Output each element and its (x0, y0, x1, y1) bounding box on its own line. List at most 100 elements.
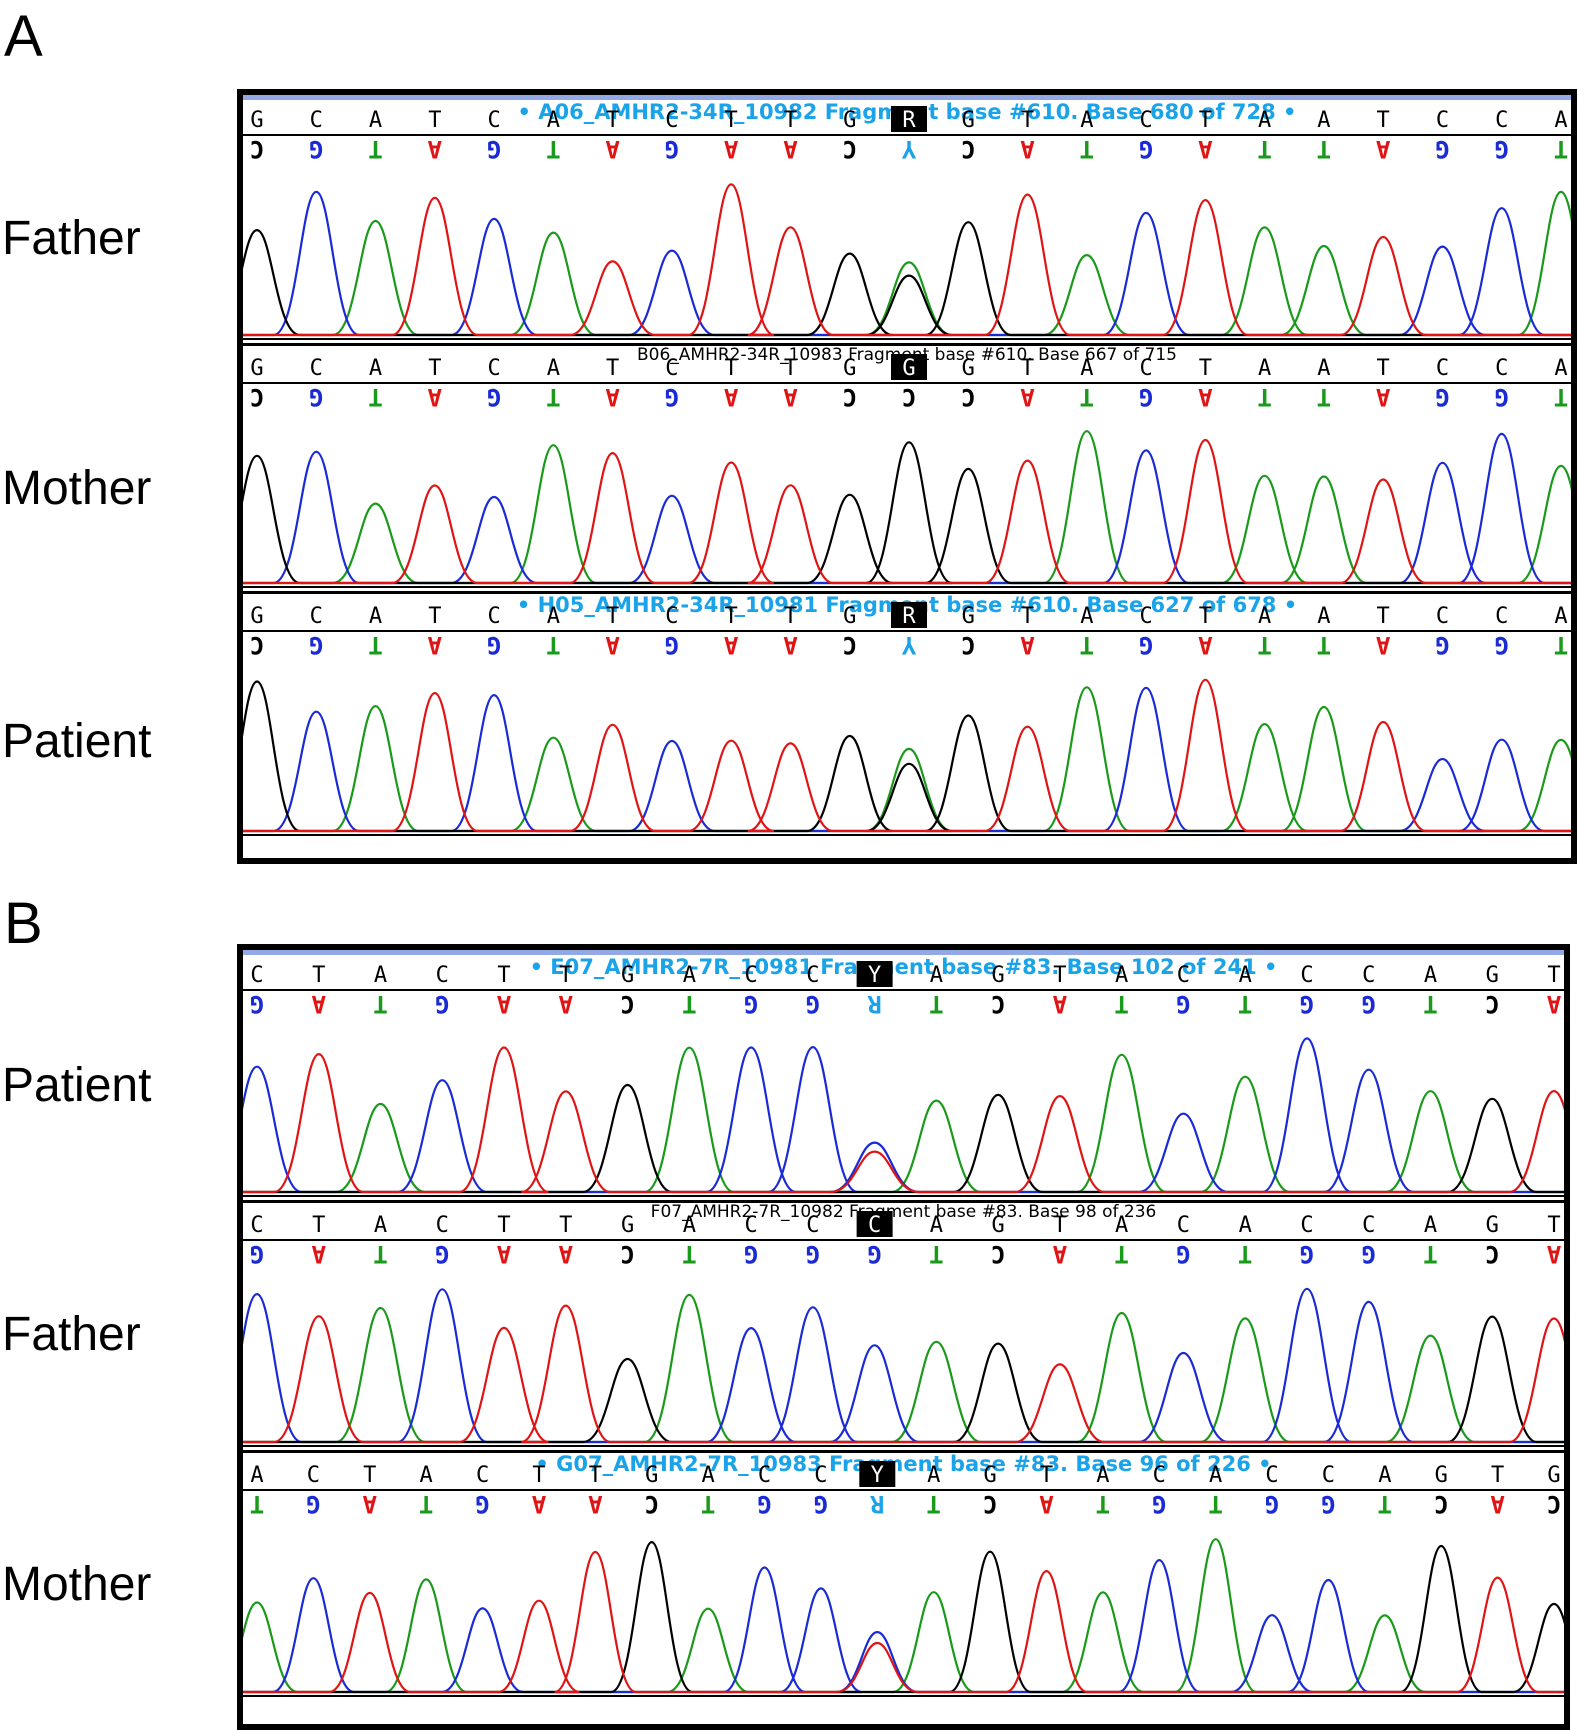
complement-base: A (588, 1490, 603, 1518)
base-call: G (962, 108, 975, 133)
header-bar (243, 950, 1564, 955)
complement-base: G (1152, 1490, 1166, 1518)
complement-base: T (682, 1240, 696, 1268)
complement-base: R (870, 1490, 885, 1518)
complement-base: C (250, 135, 264, 163)
variant-highlight (891, 106, 927, 132)
base-call: C (310, 604, 323, 629)
base-call: A (683, 1213, 696, 1238)
base-call: A (683, 963, 696, 988)
complement-base: C (250, 383, 264, 411)
base-call: C (487, 356, 500, 381)
complement-base: G (744, 990, 758, 1018)
complement-base: C (961, 631, 975, 659)
trace-a (243, 430, 1571, 585)
base-call: G (843, 604, 856, 629)
base-call: A (1554, 356, 1567, 381)
variant-highlight (891, 602, 927, 628)
base-call: C (806, 1213, 819, 1238)
complement-base: T (1080, 383, 1094, 411)
base-call: A (1115, 963, 1128, 988)
complement-base: T (546, 383, 560, 411)
base-call: T (725, 604, 738, 629)
complement-base: T (1317, 383, 1331, 411)
base-call: C (487, 108, 500, 133)
base-call: C (310, 108, 323, 133)
complement-base: T (546, 135, 560, 163)
base-call: A (930, 1213, 943, 1238)
complement-base: A (1052, 990, 1067, 1018)
trace-a (243, 1293, 1564, 1444)
base-call: G (992, 1213, 1005, 1238)
base-call: T (428, 108, 441, 133)
base-call: A (930, 963, 943, 988)
base-call: C (1177, 1213, 1190, 1238)
base-call: A (702, 1463, 715, 1488)
base-call: C (868, 1213, 881, 1238)
base-call: C (436, 963, 449, 988)
sample-label-patient: Patient (2, 715, 152, 768)
chromatogram-frame: • A06_AMHR2-34R_10982 Fragment base #610… (237, 89, 1577, 864)
complement-base: T (1423, 1240, 1437, 1268)
track-separator (243, 1200, 1564, 1203)
variant-highlight (891, 354, 927, 380)
complement-base: T (1257, 383, 1271, 411)
trace-a (243, 1538, 1564, 1694)
base-call: T (497, 1213, 510, 1238)
base-call: T (784, 604, 797, 629)
complement-base: A (783, 135, 798, 163)
base-call: G (983, 1463, 996, 1488)
base-call: A (1424, 1213, 1437, 1238)
base-call: C (744, 1213, 757, 1238)
base-call: T (559, 1213, 572, 1238)
base-call: G (843, 356, 856, 381)
base-call: A (369, 356, 382, 381)
complement-base: G (1139, 135, 1153, 163)
trace-track: • G07_AMHR2-7R_10983 Fragment base #83. … (243, 1450, 1564, 1700)
base-call: G (1486, 1213, 1499, 1238)
complement-base: C (991, 1240, 1005, 1268)
complement-base: C (843, 383, 857, 411)
complement-base: G (814, 1490, 828, 1518)
base-call: Y (871, 1463, 884, 1488)
complement-base: A (427, 631, 442, 659)
complement-base: T (1257, 135, 1271, 163)
base-call: T (784, 108, 797, 133)
complement-base: G (1321, 1490, 1335, 1518)
trace-a (243, 1046, 1564, 1194)
base-call: C (1362, 1213, 1375, 1238)
trace-svg: GCCGATTACGATTACGTATAGCGCGCTAATCGTAATATTA… (243, 354, 1571, 588)
complement-base: G (1300, 990, 1314, 1018)
base-call: C (310, 356, 323, 381)
base-call: G (250, 108, 263, 133)
base-call: C (1495, 356, 1508, 381)
base-call: T (1021, 108, 1034, 133)
base-call: C (744, 963, 757, 988)
track-separator (243, 591, 1571, 594)
base-call: T (1547, 963, 1560, 988)
base-call: A (374, 963, 387, 988)
complement-base: C (961, 383, 975, 411)
base-call: A (1080, 108, 1093, 133)
complement-base: G (1495, 631, 1509, 659)
base-call: T (1021, 356, 1034, 381)
complement-base: G (1176, 1240, 1190, 1268)
sample-label-father: Father (2, 1308, 141, 1361)
base-call: A (1317, 356, 1330, 381)
base-call: C (1436, 356, 1449, 381)
trace-t (243, 1304, 1564, 1444)
complement-base: A (605, 135, 620, 163)
trace-g (243, 1315, 1564, 1444)
base-call: T (1377, 604, 1390, 629)
base-call: T (725, 356, 738, 381)
base-call: T (1491, 1463, 1504, 1488)
trace-svg: CGTAATCGTATAGCATCGCGYRATGCTAATCGATCGCGAT… (243, 961, 1564, 1197)
complement-base: T (1238, 990, 1252, 1018)
base-call: G (621, 963, 634, 988)
base-call: A (1239, 963, 1252, 988)
base-call: R (902, 604, 916, 629)
trace-t (243, 438, 1571, 585)
panel-letter: A (4, 4, 43, 69)
complement-base: G (665, 135, 679, 163)
base-call: C (1139, 356, 1152, 381)
